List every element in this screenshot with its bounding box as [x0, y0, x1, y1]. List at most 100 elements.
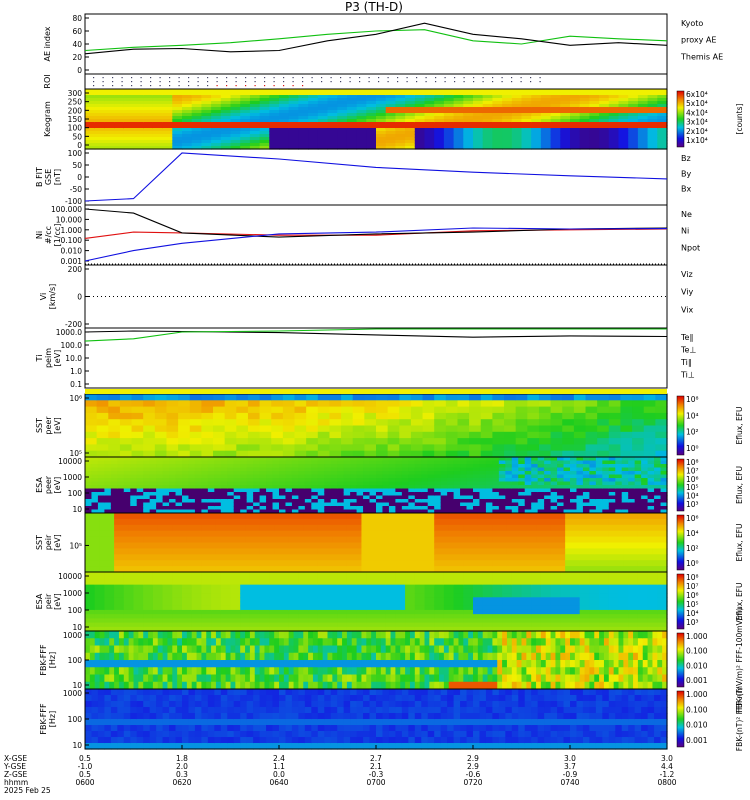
esae-cell [220, 467, 228, 472]
esae-cell [207, 481, 215, 486]
sste-cell [294, 431, 307, 439]
keogram-cell [647, 131, 658, 135]
esae-cell [466, 464, 474, 469]
colorbar-label: Eflux, EFU [735, 407, 744, 445]
keogram-cell [540, 104, 552, 108]
keogram-cell [143, 125, 154, 129]
sste-cell [294, 394, 307, 401]
keogram-cell [434, 107, 445, 111]
esai-cell [570, 622, 581, 628]
esai-cell [502, 597, 513, 603]
sste-cell [655, 400, 668, 408]
esae-cell [427, 492, 435, 497]
keogram-cell [104, 92, 115, 96]
keogram-cell [434, 116, 445, 120]
esae-cell [479, 471, 487, 476]
sste-cell [399, 400, 412, 408]
esae-cell [537, 506, 545, 511]
keogram-cell [317, 119, 329, 123]
keogram-cell [172, 92, 183, 96]
legend-vix: Vix [681, 305, 694, 314]
y-axis-label: Vi [39, 293, 48, 301]
esae-cell [194, 499, 202, 504]
esae-cell [156, 502, 164, 507]
esae-cell [136, 457, 144, 462]
keogram-cell [337, 125, 348, 129]
esae-cell [498, 506, 506, 511]
keogram-cell [482, 146, 493, 150]
y-tick-label: 150 [68, 115, 83, 124]
esai-cell [657, 618, 668, 624]
esai-cell [414, 588, 426, 594]
esai-cell [482, 584, 493, 590]
esae-cell [253, 502, 261, 507]
esai-cell [143, 588, 154, 594]
esae-cell [492, 460, 500, 465]
keogram-cell [521, 134, 532, 138]
keogram-cell [599, 125, 610, 129]
y-tick-label: 10⁵ [69, 449, 82, 458]
esai-cell [589, 609, 600, 615]
esae-cell [440, 506, 448, 511]
sste-cell [352, 406, 365, 414]
esae-cell [110, 471, 118, 476]
keogram-cell [589, 104, 600, 108]
fbkf-cell [215, 681, 222, 690]
sste-cell [538, 444, 552, 452]
esai-cell [579, 572, 590, 577]
esae-cell [615, 485, 623, 490]
keogram-cell [317, 143, 329, 147]
ssti-cell [259, 566, 275, 573]
sste-cell [306, 406, 319, 414]
esae-cell [524, 471, 532, 476]
esae-cell [376, 492, 384, 497]
esae-cell [376, 481, 384, 486]
keogram-cell [570, 92, 581, 96]
esai-cell [279, 597, 290, 603]
esai-cell [269, 584, 280, 590]
esai-cell [182, 572, 193, 577]
esae-cell [537, 471, 545, 476]
esae-cell [434, 471, 442, 476]
esae-cell [363, 488, 371, 493]
esae-cell [149, 474, 157, 479]
esae-cell [511, 495, 519, 500]
fbkf-cell [196, 645, 202, 654]
sste-cell [306, 431, 319, 439]
esai-cell [269, 614, 280, 619]
esae-cell [453, 478, 461, 483]
esae-cell [311, 495, 319, 500]
sste-cell [562, 394, 575, 401]
sste-cell [341, 431, 354, 439]
keogram-cell [172, 119, 183, 123]
esae-cell [395, 499, 403, 504]
keogram-cell [259, 131, 270, 135]
esai-cell [589, 618, 600, 624]
esae-cell [279, 495, 287, 500]
keogram-cell [376, 119, 387, 123]
esae-cell [182, 509, 190, 514]
fbkf-cell [99, 660, 105, 668]
esae-cell [85, 492, 93, 497]
esae-cell [460, 478, 468, 483]
keogram-cell [443, 137, 455, 141]
keogram-cell [259, 143, 270, 147]
esae-cell [311, 474, 319, 479]
esai-cell [240, 618, 251, 624]
keogram-cell [618, 101, 629, 105]
esai-cell [162, 588, 173, 594]
sste-cell [329, 400, 342, 408]
esai-cell [502, 580, 513, 586]
esae-cell [440, 464, 448, 469]
keogram-cell [560, 110, 571, 114]
esai-cell [337, 572, 348, 577]
sste-cell [119, 419, 133, 427]
keogram-cell [366, 110, 377, 114]
fbkf-cell [259, 660, 266, 668]
fbkf-cell [162, 660, 169, 668]
esae-cell [201, 485, 209, 490]
sste-cell [317, 412, 331, 420]
sste-cell [213, 450, 226, 458]
fbkf-cell [133, 638, 139, 647]
